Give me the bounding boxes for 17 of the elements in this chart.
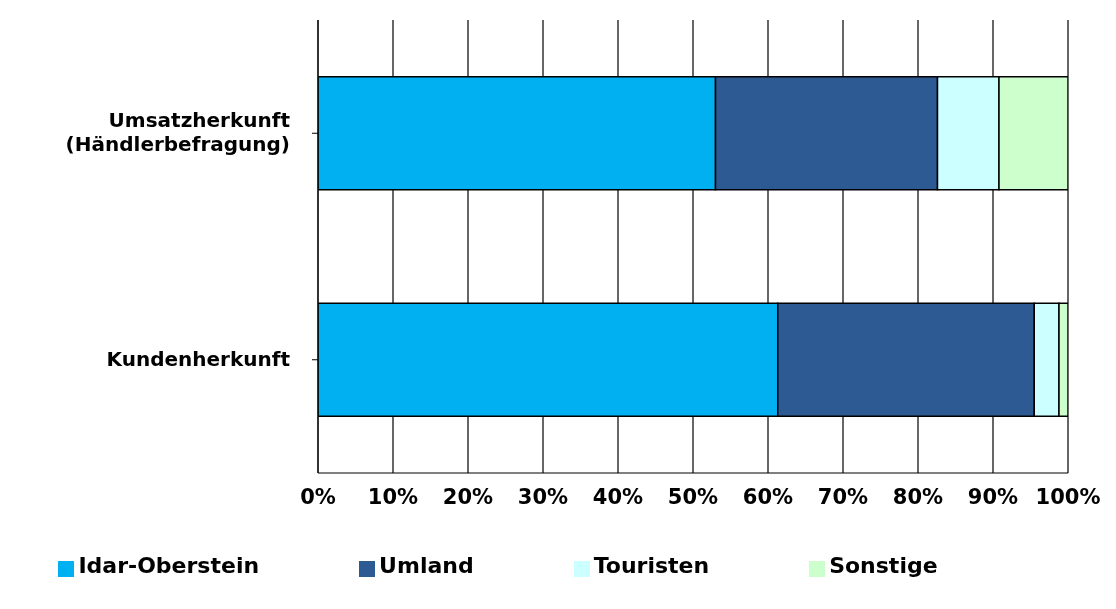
legend-label: Touristen xyxy=(593,553,710,578)
x-tick-label: 30% xyxy=(517,484,569,509)
x-tick-label: 70% xyxy=(817,484,869,509)
y-tick-label: Kundenherkunft xyxy=(106,346,291,371)
legend-label: Umland xyxy=(379,553,474,578)
x-tick-label: 90% xyxy=(967,484,1019,509)
x-tick-label: 0% xyxy=(300,484,336,509)
x-tick-label: 20% xyxy=(442,484,494,509)
legend-label: Idar-Oberstein xyxy=(78,553,260,578)
x-tick-label: 60% xyxy=(742,484,794,509)
x-tick-label: 50% xyxy=(667,484,719,509)
y-tick-label: Umsatzherkunft (Händlerbefragung) xyxy=(65,107,291,156)
x-tick-label: 80% xyxy=(892,484,944,509)
x-tick-label: 100% xyxy=(1035,484,1101,509)
legend-label: Sonstige xyxy=(829,553,938,578)
x-tick-label: 40% xyxy=(592,484,644,509)
x-tick-label: 10% xyxy=(367,484,419,509)
